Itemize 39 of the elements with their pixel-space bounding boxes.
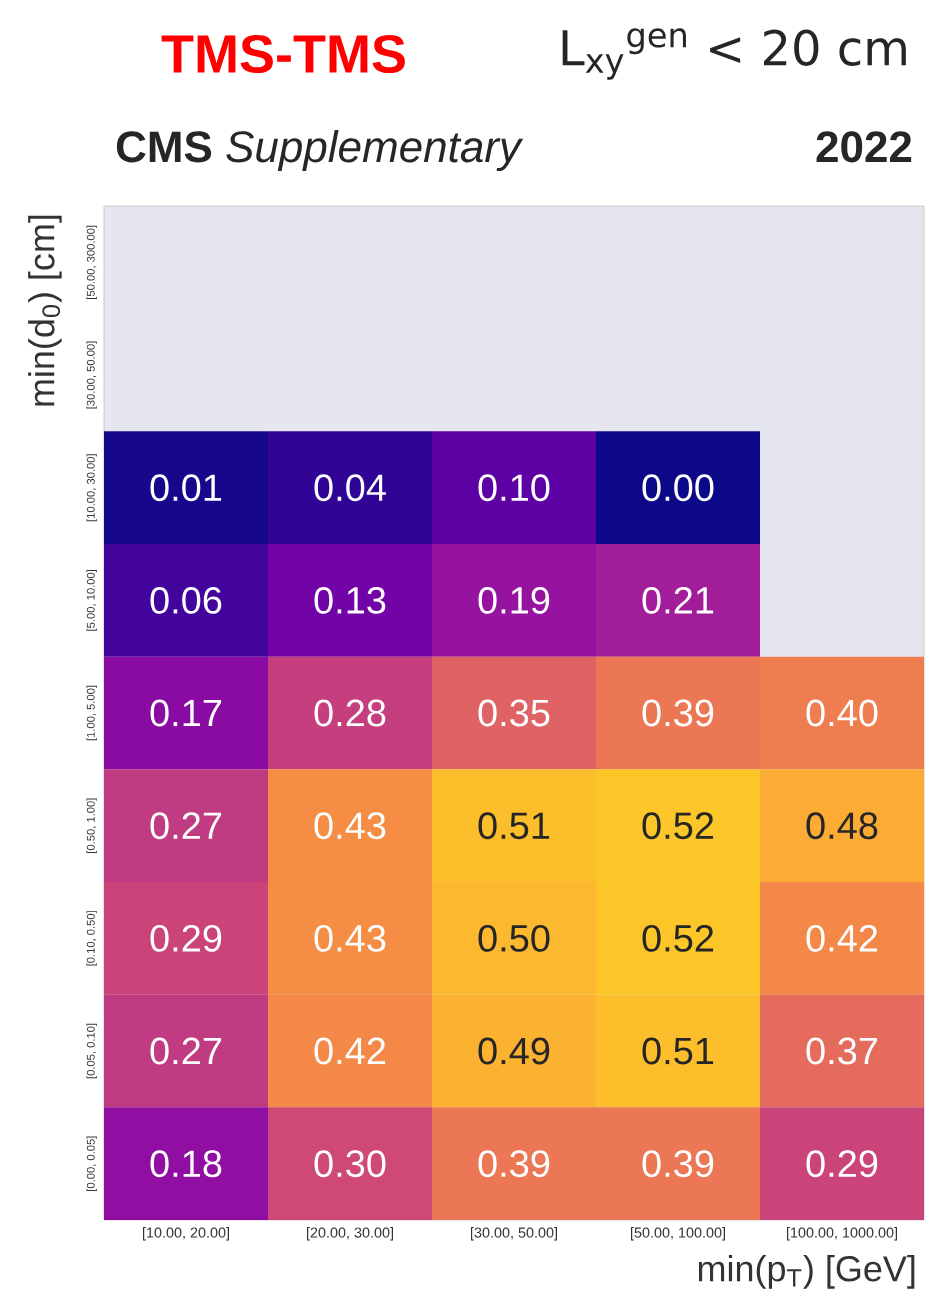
data-label: 0.51	[478, 812, 550, 840]
data-label: 0.43	[314, 812, 386, 840]
y-axis-title: min(d$_{0}$) [cm]	[28, 215, 62, 406]
data-label: 0.04	[314, 474, 386, 502]
data-label: 0.21	[642, 586, 714, 614]
data-label: 0.27	[150, 1037, 222, 1065]
data-label: 0.52	[642, 812, 714, 840]
chart-title: CMS Supplementary	[116, 130, 524, 172]
data-label: 0.51	[642, 1037, 714, 1065]
data-label: 0.48	[806, 812, 878, 840]
data-label: 0.29	[150, 924, 222, 952]
text: 2022	[816, 131, 912, 163]
data-label: 0.40	[806, 699, 878, 727]
text: TMS-TMS	[161, 34, 405, 74]
data-label: 0.10	[478, 474, 550, 502]
data-label: 0.19	[478, 586, 550, 614]
data-label: 0.39	[642, 1150, 714, 1178]
data-label: 0.50	[478, 924, 550, 952]
data-label: 0.28	[314, 699, 386, 727]
data-label: 0.29	[806, 1150, 878, 1178]
text: L$_{xy}$$^{gen}$ < 20 cm	[562, 28, 906, 80]
data-label: 0.01	[150, 474, 222, 502]
x-axis-title: min(p$_{T}$) [GeV]	[698, 1255, 915, 1289]
data-label: 0.49	[478, 1037, 550, 1065]
data-label: 0.17	[150, 699, 222, 727]
data-label: 0.42	[806, 924, 878, 952]
data-label: 0.42	[314, 1037, 386, 1065]
data-label: 0.30	[314, 1150, 386, 1178]
data-label: 0.18	[150, 1150, 222, 1178]
data-label: 0.13	[314, 586, 386, 614]
data-label: 0.27	[150, 812, 222, 840]
data-label: 0.52	[642, 924, 714, 952]
data-label: 0.43	[314, 924, 386, 952]
data-label: 0.06	[150, 586, 222, 614]
data-label: 0.37	[806, 1037, 878, 1065]
data-label: 0.00	[642, 474, 714, 502]
data-label: 0.39	[478, 1150, 550, 1178]
data-label: 0.35	[478, 699, 550, 727]
data-label: 0.39	[642, 699, 714, 727]
